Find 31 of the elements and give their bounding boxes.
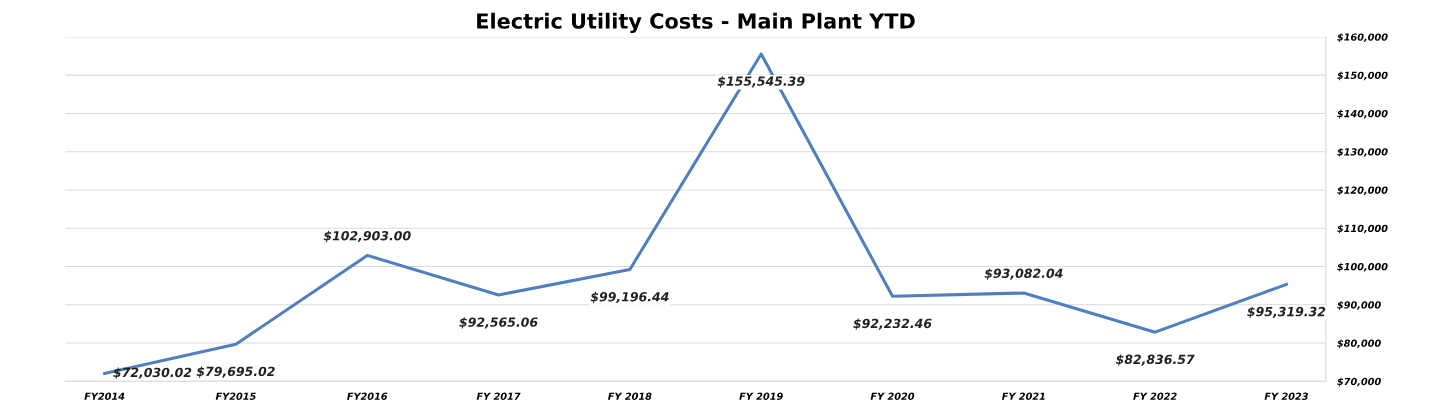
data-label: $93,082.04 [984,268,1063,280]
x-tick-label: FY2014 [84,392,125,400]
y-tick-label: $110,000 [1337,224,1388,234]
y-tick-label: $90,000 [1337,301,1381,310]
chart-title: Electric Utility Costs - Main Plant YTD [477,12,915,34]
x-tick-label: FY2015 [215,392,256,400]
y-tick-label: $130,000 [1337,148,1388,157]
y-tick-label: $100,000 [1337,262,1388,272]
data-label: $102,903.00 [323,230,411,243]
y-tick-label: $120,000 [1337,186,1388,196]
y-tick-label: $160,000 [1337,33,1388,43]
x-tick-label: FY 2019 [739,392,783,400]
x-tick-label: FY 2017 [476,392,521,400]
x-tick-label: FY 2020 [870,392,915,400]
y-tick-label: $80,000 [1337,339,1381,349]
data-label: $82,836.57 [1115,354,1195,366]
data-label: $79,695.02 [196,366,275,378]
data-label: $92,565.06 [459,317,538,329]
data-label: $72,030.02 [113,367,192,379]
y-tick-label: $150,000 [1337,71,1388,81]
x-tick-label: FY 2023 [1264,392,1308,400]
x-tick-label: FY 2021 [1001,392,1045,400]
x-tick-label: FY 2018 [608,392,652,400]
y-tick-label: $140,000 [1337,109,1388,119]
data-label: $95,319.32 [1247,306,1326,318]
x-tick-label: FY 2022 [1133,392,1177,400]
x-tick-label: FY2016 [347,392,388,400]
y-tick-label: $70,000 [1337,377,1381,387]
data-label: $155,545.39 [717,76,805,88]
data-label: $92,232.46 [853,318,932,330]
data-label: $99,196.44 [590,291,669,304]
